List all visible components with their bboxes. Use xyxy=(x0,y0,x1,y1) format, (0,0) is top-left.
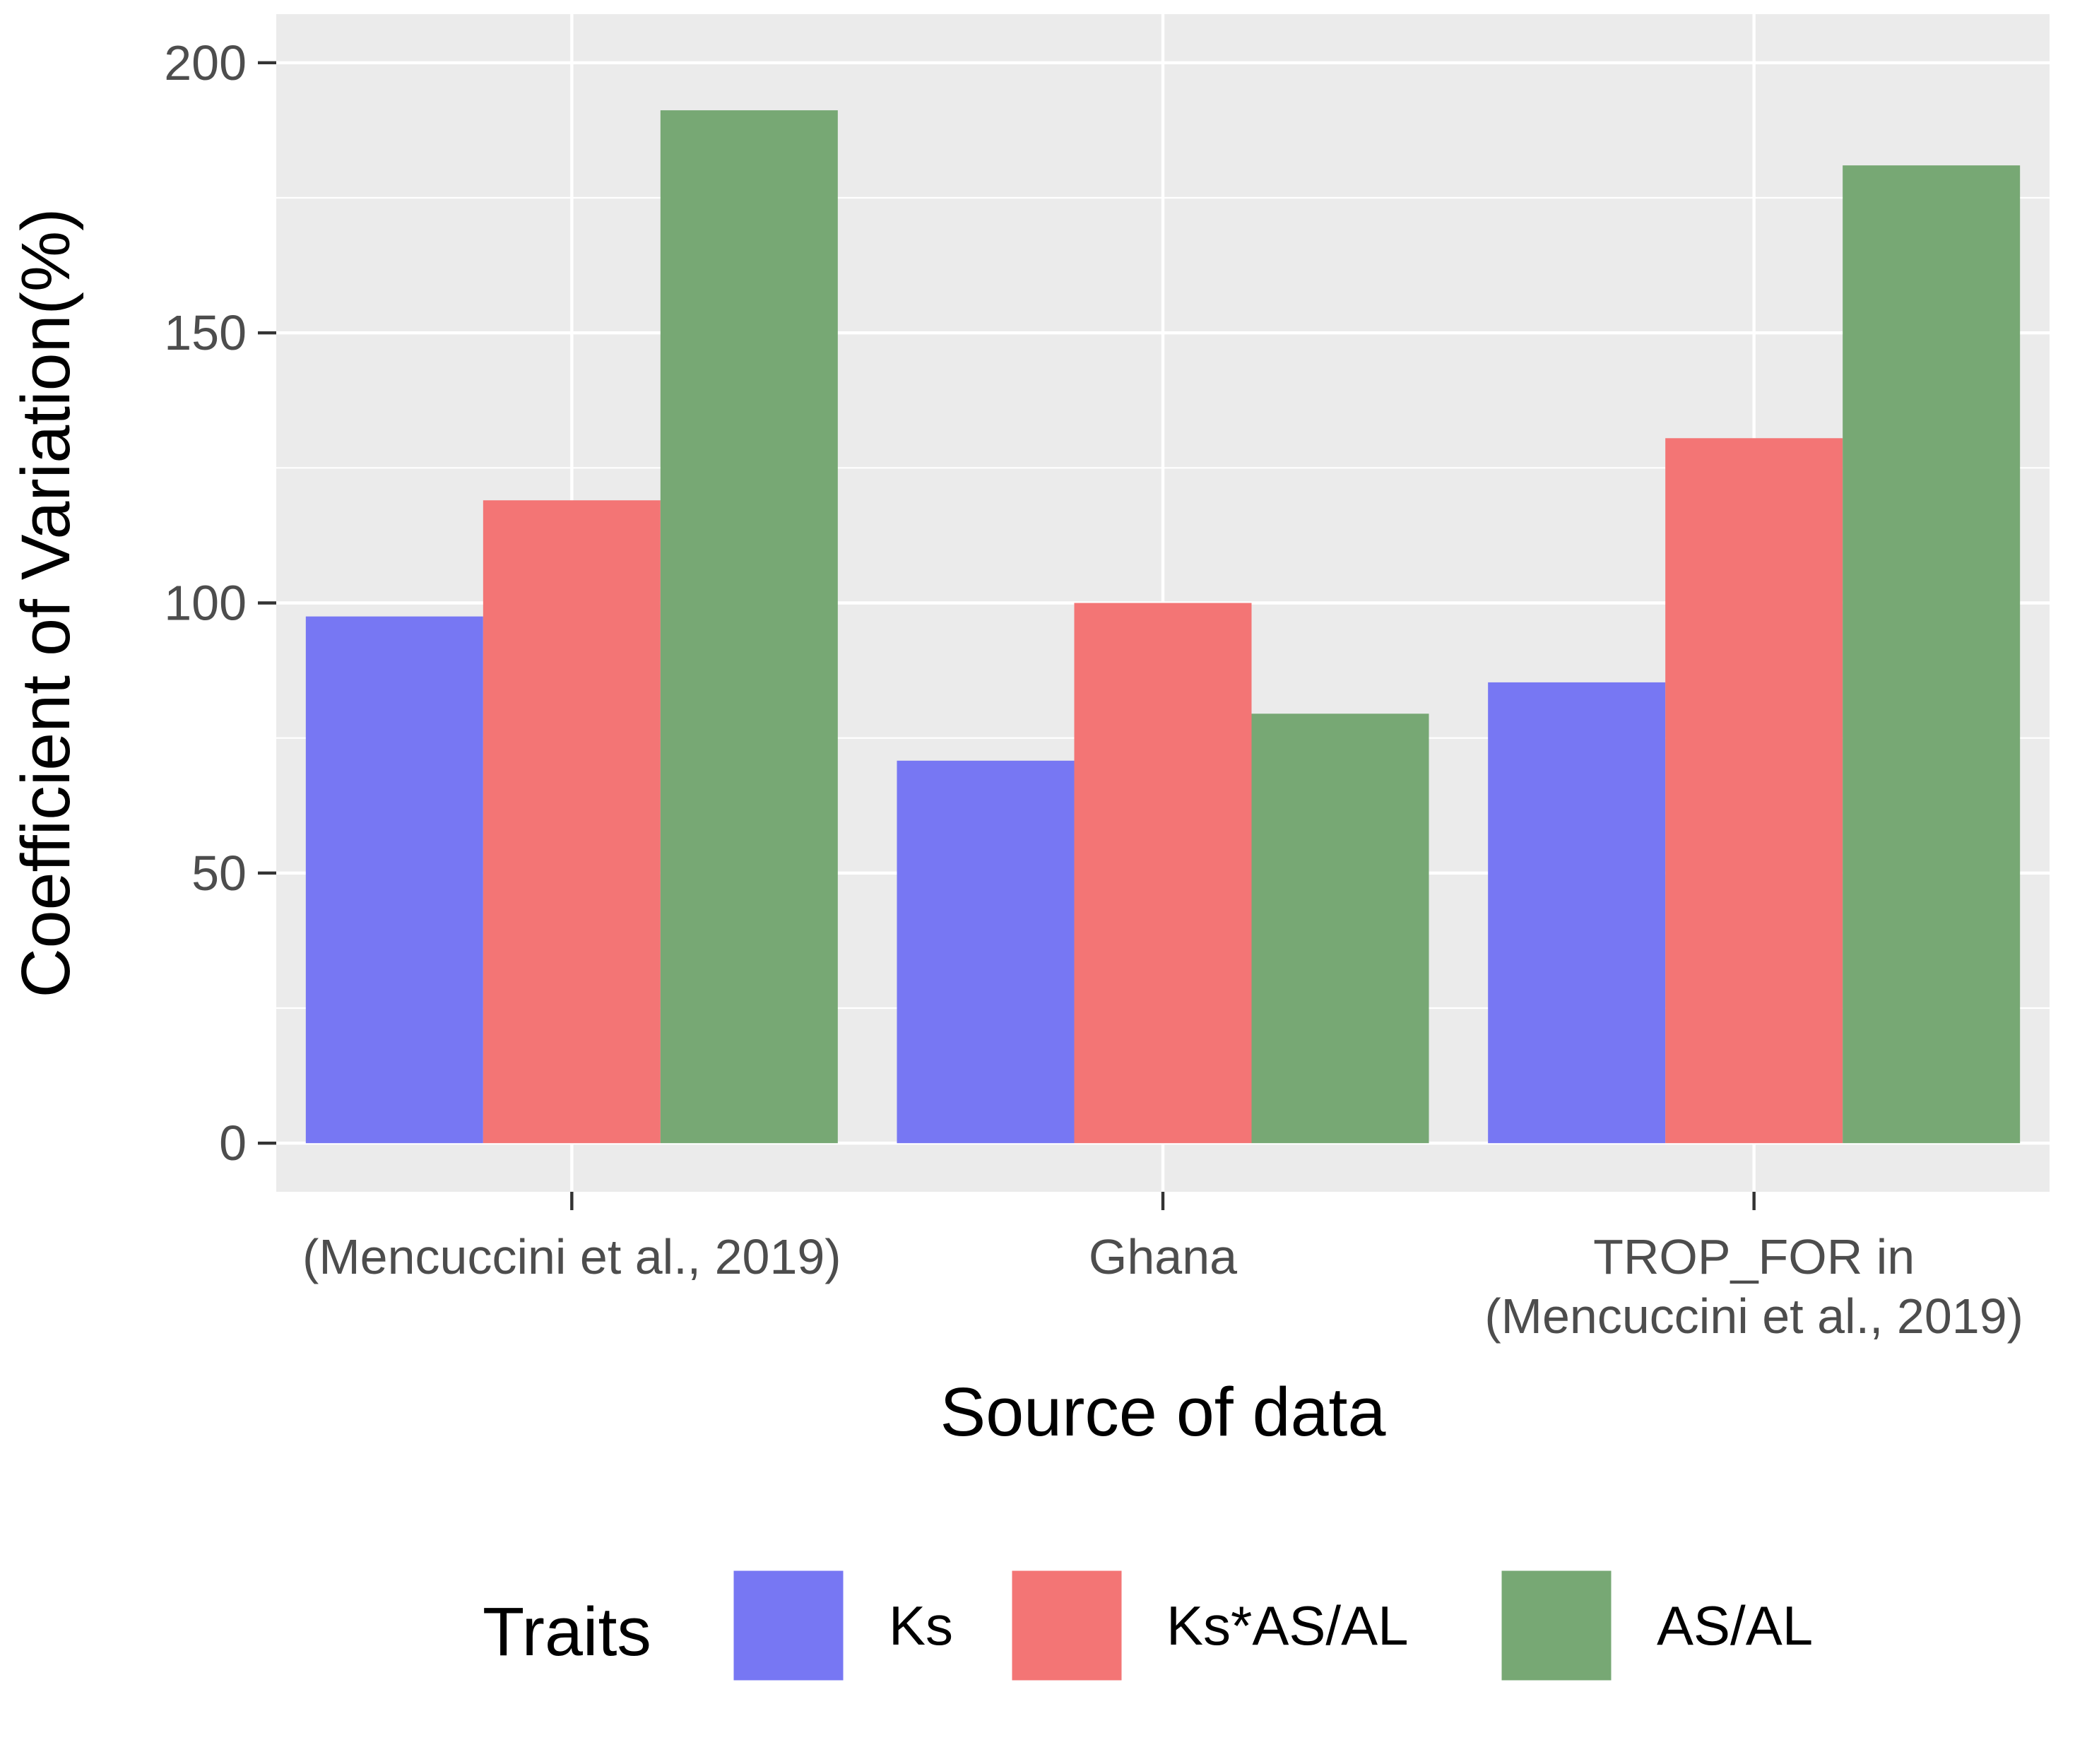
bar-ks-as-al xyxy=(1074,603,1252,1144)
bar-ks xyxy=(305,616,483,1144)
bar-as-al xyxy=(1843,165,2021,1144)
y-tick-label: 100 xyxy=(164,576,247,631)
x-axis-title: Source of data xyxy=(940,1373,1386,1450)
x-tick-label-line: TROP_FOR in xyxy=(1593,1229,1915,1284)
y-tick-label: 0 xyxy=(219,1115,247,1171)
bars xyxy=(305,110,2021,1144)
bar-ks-as-al xyxy=(483,500,661,1144)
x-tick-label-line: Ghana xyxy=(1089,1229,1237,1284)
legend-label: Ks xyxy=(889,1594,953,1657)
legend-label: Ks*AS/AL xyxy=(1166,1594,1409,1657)
x-tick-label: (Mencuccini et al., 2019) xyxy=(302,1229,841,1284)
legend-title: Traits xyxy=(483,1593,651,1670)
legend-label: AS/AL xyxy=(1657,1594,1813,1657)
x-tick-label: Ghana xyxy=(1089,1229,1237,1284)
x-tick-label-line: (Mencuccini et al., 2019) xyxy=(1484,1289,2023,1344)
bar-ks xyxy=(897,760,1075,1144)
legend-key-as-al xyxy=(1499,1568,1614,1683)
legend-key-ks-as-al xyxy=(1010,1568,1124,1683)
bar-ks xyxy=(1488,682,1666,1144)
x-tick-label-line: (Mencuccini et al., 2019) xyxy=(302,1229,841,1284)
axes: 0 50 100 150 200 (Mencuccini et al., 2019) Gha… xyxy=(164,35,2023,1344)
legend-key-ks xyxy=(731,1568,846,1683)
y-tick-label: 150 xyxy=(164,305,247,360)
bar-as-al xyxy=(1251,714,1429,1144)
x-tick-label: TROP_FOR in (Mencuccini et al., 2019) xyxy=(1484,1229,2023,1344)
y-axis-title: Coefficient of Variation(%) xyxy=(7,208,84,998)
bar-ks-as-al xyxy=(1665,438,1843,1144)
y-tick-label: 200 xyxy=(164,35,247,90)
bar-as-al xyxy=(660,110,838,1144)
y-tick-label: 50 xyxy=(191,846,247,901)
legend: Traits Ks Ks*AS/AL AS/AL xyxy=(483,1568,1813,1683)
